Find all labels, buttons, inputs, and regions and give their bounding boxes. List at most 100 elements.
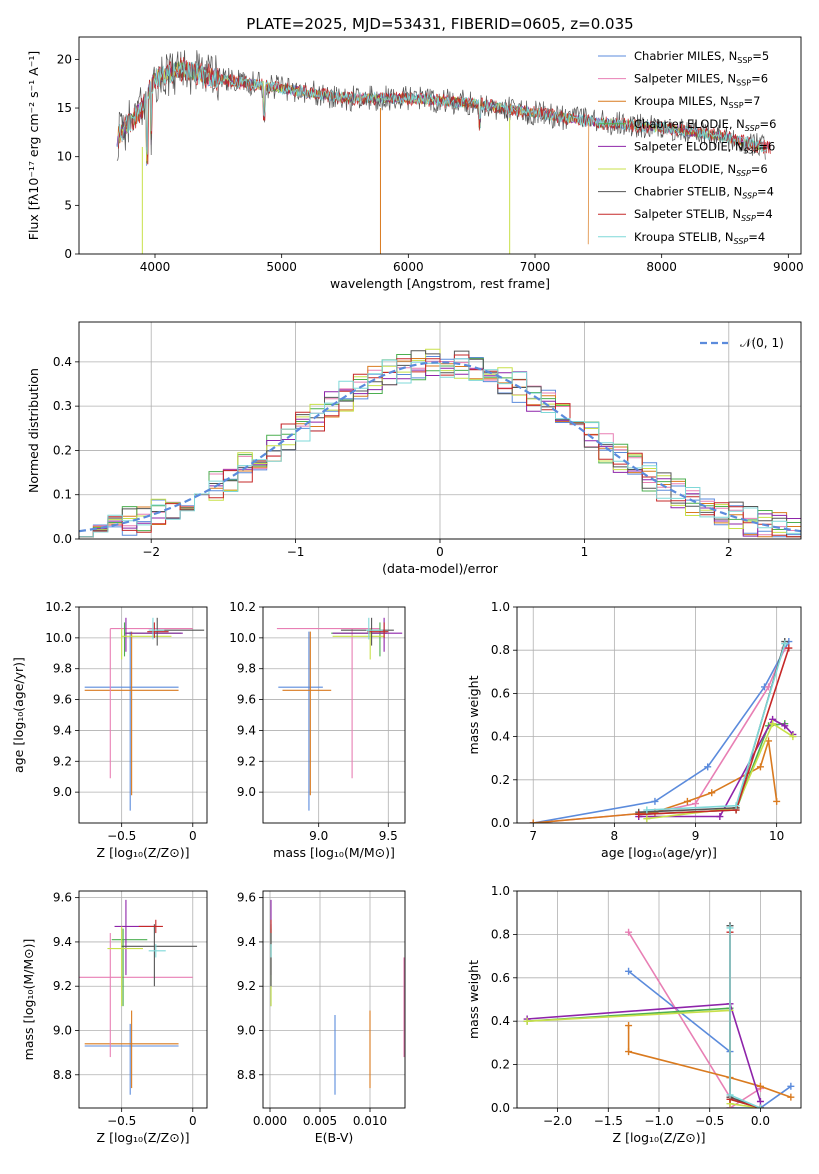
line-kroupa_elodie [527, 1009, 761, 1108]
massweight_vs_age-xtick-label: 8 [611, 829, 619, 843]
spectrum-ytick-label: 5 [64, 198, 72, 212]
spectrum-xtick-label: 8000 [646, 260, 677, 274]
mass_vs_Z-xlabel: Z [log₁₀(Z/Z⊙)] [97, 1130, 190, 1145]
age_vs_Z-ytick-label: 9.8 [53, 662, 72, 676]
age_vs_Z-xtick-label: 0 [189, 829, 197, 843]
massweight_vs_Z-ytick-label: 1.0 [491, 884, 510, 898]
mass_vs_Z-ytick-label: 9.2 [53, 979, 72, 993]
age_vs_mass-axes: 9.0 9.5 9.0 9.2 9.4 9.6 9.8 10.0 10.2 mass [log₁₀… [229, 600, 406, 860]
residuals-ytick-label: 0.3 [53, 399, 72, 413]
age_vs_Z-axes: −0.5 0 9.0 9.2 9.4 9.6 9.8 10.0 10.2 Z [log₁₀(Z/Z… [11, 600, 208, 860]
marker-kroupa_miles [765, 737, 773, 745]
legend-label: Salpeter MILES, NSSP=6 [634, 72, 768, 88]
massweight_vs_Z-axes: −2.0 −1.5 −1.0 −0.5 0.0 0.0 0.2 0.4 0.6 0.8 1.0 Z [… [466, 884, 802, 1145]
spectrum-xtick-label: 6000 [393, 260, 424, 274]
marker-chabrier_miles [787, 1082, 795, 1090]
spectrum-plot [116, 50, 771, 254]
marker-chabrier_miles [651, 797, 659, 805]
massweight_vs_Z-ytick-label: 0.4 [491, 1014, 510, 1028]
massweight_vs_age-axes: 7 8 9 10 0.0 0.2 0.4 0.6 0.8 1.0 age [log₁₀(age/yr… [466, 600, 802, 860]
mass_vs_Z-ytick-label: 9.4 [53, 935, 72, 949]
spectrum-ytick-label: 10 [57, 150, 72, 164]
mass_vs_ebv-xtick-label: 0.005 [303, 1114, 337, 1128]
mass_vs_ebv-ytick-label: 9.2 [237, 979, 256, 993]
spectrum-xtick-label: 7000 [520, 260, 551, 274]
massweight_vs_Z-ytick-label: 0.2 [491, 1058, 510, 1072]
marker-kroupa_elodie [523, 1017, 531, 1025]
axes-frame [262, 890, 406, 1109]
massweight_vs_age-ytick-label: 0.8 [491, 643, 510, 657]
age_vs_Z-ytick-label: 10.0 [45, 631, 72, 645]
marker-kroupa_stelib [643, 806, 651, 814]
mass_vs_ebv-xlabel: E(B-V) [315, 1130, 354, 1145]
residuals-ytick-label: 0.2 [53, 443, 72, 457]
age_vs_mass-xlabel: mass [log₁₀(M/M⊙)] [273, 845, 395, 860]
residuals-xtick-label: 1 [581, 545, 589, 559]
age_vs_mass-xtick-label: 9.5 [379, 829, 398, 843]
line-salpeter_elodie [638, 718, 794, 818]
mass_vs_Z-xtick-label: −0.5 [107, 1114, 136, 1128]
age_vs_mass-ytick-label: 9.4 [237, 723, 256, 737]
legend-label: Chabrier MILES, NSSP=5 [634, 49, 769, 65]
massweight_vs_Z-xtick-label: 0.0 [751, 1114, 770, 1128]
mass_vs_Z-xtick-label: 0 [189, 1114, 197, 1128]
massweight_vs_Z-ylabel: mass weight [466, 960, 481, 1039]
residuals-xtick-label: 2 [725, 545, 733, 559]
marker-salpeter_elodie [781, 722, 789, 730]
legend-label: Kroupa STELIB, NSSP=4 [634, 230, 765, 246]
marker-kroupa_miles [625, 1022, 633, 1030]
line-kroupa_stelib [646, 643, 786, 811]
massweight_vs_age-xlabel: age [log₁₀(age/yr)] [601, 845, 717, 860]
massweight_vs_age-ylabel: mass weight [466, 675, 481, 754]
age_vs_Z-xlabel: Z [log₁₀(Z/Z⊙)] [97, 845, 190, 860]
figure-title: PLATE=2025, MJD=53431, FIBERID=0605, z=0… [246, 15, 633, 33]
mass_vs_ebv-ytick-label: 9.0 [237, 1024, 256, 1038]
massweight_vs_age-ytick-label: 0.2 [491, 773, 510, 787]
mass_vs_ebv-ytick-label: 9.6 [237, 891, 256, 905]
massweight_vs_age-ytick-label: 0.0 [491, 816, 510, 830]
legend-label: Chabrier ELODIE, NSSP=6 [634, 117, 776, 133]
spectrum-line-kroupa_stelib [117, 61, 768, 155]
massweight_vs_Z-xtick-label: −1.0 [644, 1114, 673, 1128]
marker-kroupa_miles [756, 1082, 764, 1090]
massweight_vs_Z-xtick-label: −2.0 [543, 1114, 572, 1128]
marker-kroupa_elodie [769, 720, 777, 728]
marker-kroupa_stelib [726, 1091, 734, 1099]
marker-kroupa_stelib [756, 1104, 764, 1108]
spectrum-ylabel: Flux [fλ10⁻¹⁷ erg cm⁻² s⁻¹ A⁻¹] [26, 51, 41, 240]
marker-kroupa_stelib [732, 802, 740, 810]
spectrum-xtick-label: 5000 [266, 260, 297, 274]
spectrum-xtick-label: 4000 [140, 260, 171, 274]
spectrum-legend: Chabrier MILES, NSSP=5 Salpeter MILES, NS… [598, 49, 776, 246]
age_vs_mass-plot [276, 617, 403, 811]
marker-kroupa_miles [773, 797, 781, 805]
age_vs_mass-xtick-label: 9.0 [309, 829, 328, 843]
marker-kroupa_miles [683, 797, 691, 805]
massweight_vs_Z-xlabel: Z [log₁₀(Z/Z⊙)] [613, 1130, 706, 1145]
mass_vs_Z-ylabel: mass [log₁₀(M/M⊙)] [21, 939, 36, 1061]
residuals-ylabel: Normed distribution [26, 368, 41, 493]
spectrum-line-salpeter_stelib [117, 57, 771, 165]
legend-label: 𝒩(0, 1) [740, 336, 784, 350]
marker-kroupa_miles [756, 763, 764, 771]
line-kroupa_elodie [646, 722, 794, 820]
massweight_vs_age-xtick-label: 9 [692, 829, 700, 843]
marker-salpeter_elodie [716, 813, 724, 821]
residuals-axes: −2 −1 0 1 2 0.0 0.1 0.2 0.3 0.4 (data-model)/error… [26, 321, 802, 576]
age_vs_mass-ytick-label: 9.8 [237, 662, 256, 676]
spectrum-xtick-label: 9000 [773, 260, 804, 274]
spectrum-axes: 4000 5000 6000 7000 8000 9000 0 5 10 15 20 waveleng… [26, 36, 804, 291]
legend-label: Salpeter ELODIE, NSSP=6 [634, 139, 775, 155]
massweight_vs_Z-ytick-label: 0.0 [491, 1101, 510, 1115]
mass_vs_Z-ytick-label: 9.0 [53, 1024, 72, 1038]
marker-chabrier_miles [625, 967, 633, 975]
massweight_vs_age-plot [529, 638, 797, 823]
mass_vs_ebv-axes: 0.000 0.005 0.010 8.8 9.0 9.2 9.4 9.6 E(B-V) [237, 890, 406, 1145]
axes-frame [262, 606, 406, 824]
age_vs_Z-ytick-label: 9.4 [53, 723, 72, 737]
axes-frame [516, 890, 802, 1109]
marker-salpeter_stelib [635, 810, 643, 818]
spectrum-ytick-label: 15 [57, 101, 72, 115]
